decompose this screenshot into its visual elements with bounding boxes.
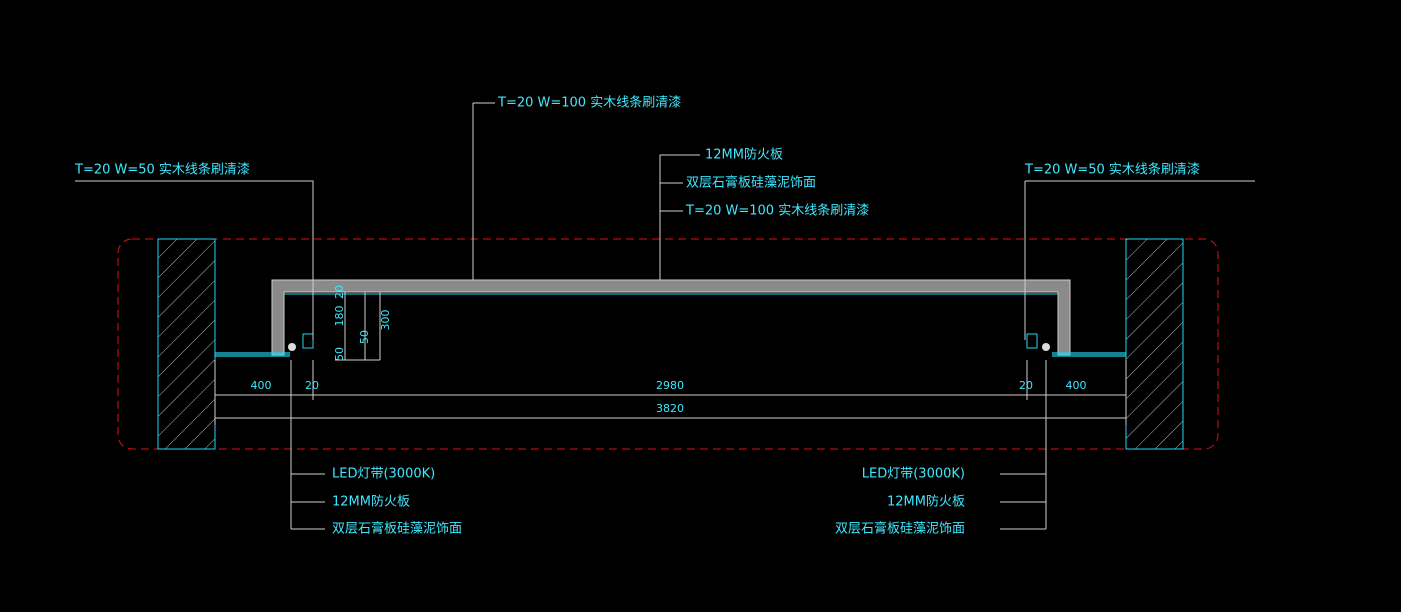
dimension: 400 xyxy=(251,379,272,392)
dimension: 180 xyxy=(333,306,346,327)
leader xyxy=(75,180,314,340)
dimension: 20 xyxy=(305,379,319,392)
leader xyxy=(1000,400,1047,530)
dim-ext xyxy=(214,360,1127,425)
dimension: 50 xyxy=(333,347,346,361)
right-trim xyxy=(1026,333,1038,349)
dimension: 3820 xyxy=(656,402,684,415)
leader xyxy=(659,154,700,280)
annotation: LED灯带(3000K) xyxy=(332,467,435,482)
annotation: T=20 W=100 实木线条刷清漆 xyxy=(497,95,681,111)
annotation: T=20 W=50 实木线条刷清漆 xyxy=(74,162,250,178)
leader xyxy=(472,102,495,280)
dimension: 20 xyxy=(333,285,346,299)
annotation: 12MM防火板 xyxy=(332,494,410,510)
annotation: T=20 W=50 实木线条刷清漆 xyxy=(1024,162,1200,178)
layout xyxy=(75,102,1255,530)
left-wall xyxy=(157,238,216,450)
dimension: 400 xyxy=(1066,379,1087,392)
annotation: 12MM防火板 xyxy=(705,147,783,163)
dim-vertical xyxy=(335,292,381,361)
annotation: 12MM防火板 xyxy=(887,494,965,510)
left-trim xyxy=(302,333,314,349)
leader xyxy=(1024,180,1255,340)
annotation: 双层石膏板硅藻泥饰面 xyxy=(332,521,462,537)
annotation: 双层石膏板硅藻泥饰面 xyxy=(686,175,816,191)
annotation: LED灯带(3000K) xyxy=(862,467,965,482)
dimension: 20 xyxy=(1019,379,1033,392)
annotation: 双层石膏板硅藻泥饰面 xyxy=(835,521,965,537)
left-led xyxy=(288,343,296,351)
dimension: 50 xyxy=(358,330,371,344)
section-outline xyxy=(117,238,1219,450)
ledges xyxy=(215,352,1126,357)
right-wall xyxy=(1125,238,1184,450)
dimension: 300 xyxy=(379,310,392,331)
right-led xyxy=(1042,343,1050,351)
leader xyxy=(290,400,325,530)
annotation: T=20 W=100 实木线条刷清漆 xyxy=(685,203,869,219)
dimension: 2980 xyxy=(656,379,684,392)
labels: T=20 W=100 实木线条刷清漆 T=20 W=50 实木线条刷清漆 T=20 … xyxy=(74,95,1200,537)
